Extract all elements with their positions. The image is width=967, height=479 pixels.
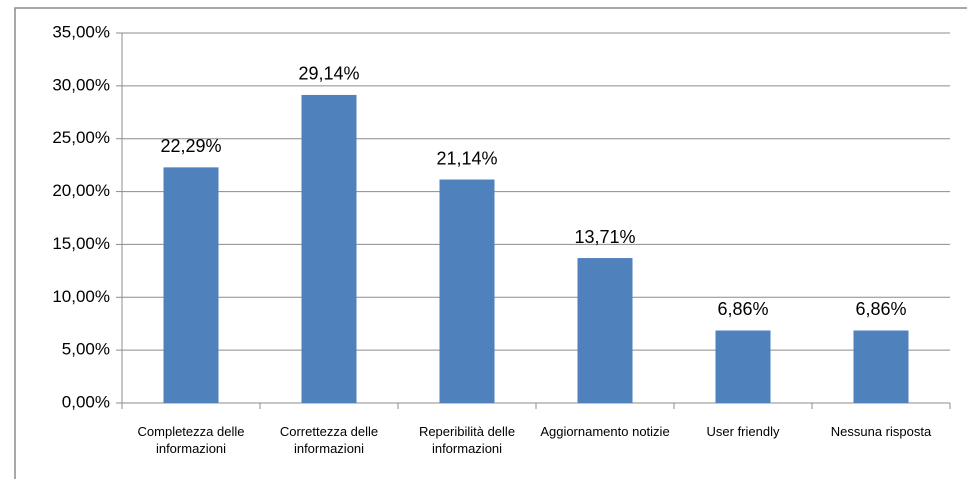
bar bbox=[577, 258, 633, 403]
y-tick-label: 15,00% bbox=[52, 234, 110, 253]
value-label: 21,14% bbox=[436, 148, 497, 168]
bar bbox=[853, 330, 909, 403]
y-tick-label: 5,00% bbox=[62, 340, 110, 359]
y-tick-label: 25,00% bbox=[52, 128, 110, 147]
x-tick-label: User friendly bbox=[706, 424, 780, 439]
x-tick-label: Reperibilità delle informazioni bbox=[418, 424, 516, 456]
bar bbox=[163, 167, 219, 403]
x-tick-label: Nessuna risposta bbox=[830, 424, 932, 439]
value-label: 22,29% bbox=[160, 136, 221, 156]
x-tick-label: Completezza delle informazioni bbox=[137, 424, 245, 456]
y-tick-label: 30,00% bbox=[52, 75, 110, 94]
y-tick-label: 35,00% bbox=[52, 22, 110, 41]
bar bbox=[301, 94, 357, 403]
y-tick-label: 0,00% bbox=[62, 392, 110, 411]
x-tick-label: Correttezza delle informazioni bbox=[279, 424, 379, 456]
bar bbox=[715, 330, 771, 403]
bar bbox=[439, 179, 495, 403]
y-tick-label: 20,00% bbox=[52, 181, 110, 200]
value-label: 29,14% bbox=[298, 64, 359, 84]
value-label: 6,86% bbox=[855, 299, 906, 319]
y-tick-label: 10,00% bbox=[52, 287, 110, 306]
value-label: 13,71% bbox=[574, 227, 635, 247]
chart-frame bbox=[14, 7, 967, 479]
x-tick-label: Aggiornamento notizie bbox=[540, 424, 670, 439]
value-label: 6,86% bbox=[717, 299, 768, 319]
